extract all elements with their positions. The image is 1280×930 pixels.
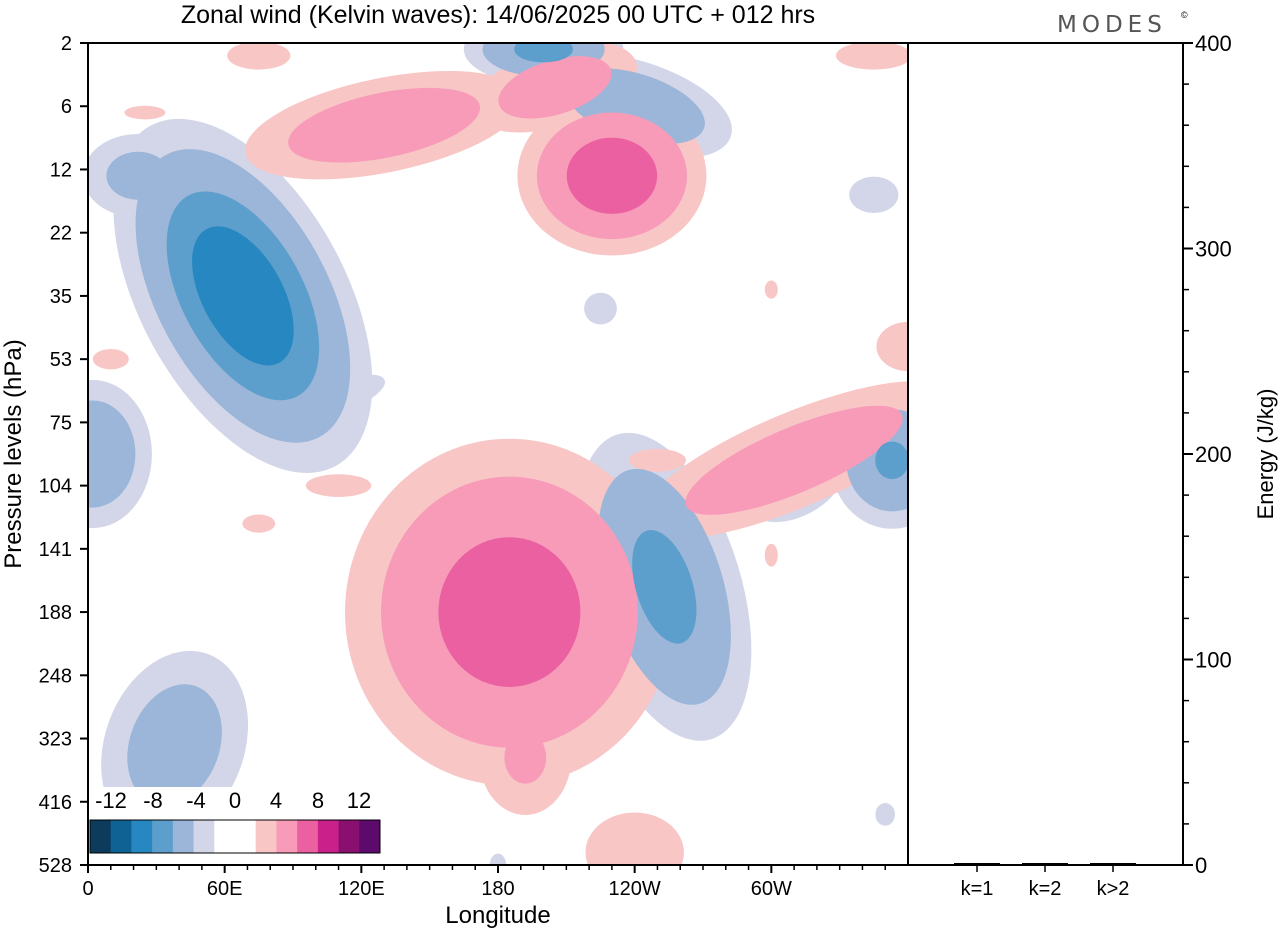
colorbar-label: -12: [95, 788, 127, 813]
wind-anomaly-contour: [764, 280, 778, 299]
wind-anomaly-contour: [92, 349, 129, 370]
y-tick-label: 75: [50, 412, 72, 434]
colorbar-frame: [89, 819, 381, 854]
wind-anomaly-contour: [835, 43, 908, 70]
energy-bar: [1022, 863, 1068, 865]
modes-logo: MODES: [1057, 12, 1167, 38]
x-tick-label: 60E: [207, 878, 243, 900]
colorbar-swatch: [235, 820, 257, 853]
wind-anomaly-contour: [124, 105, 166, 120]
colorbar-swatch: [110, 820, 132, 853]
y-tick-label: 188: [39, 602, 72, 624]
wind-anomaly-contour: [227, 43, 291, 70]
y-tick-label: 416: [39, 792, 72, 814]
wind-anomaly-contour: [632, 530, 697, 644]
chart-title: Zonal wind (Kelvin waves): 14/06/2025 00…: [181, 1, 815, 29]
y-tick-label: 22: [50, 223, 72, 245]
x-tick-label: 60W: [751, 878, 792, 900]
heatmap-area: [88, 43, 908, 865]
x-tick-label: 0: [82, 878, 93, 900]
colorbar-swatch: [317, 820, 339, 853]
colorbar-label: 0: [229, 788, 241, 813]
colorbar-swatch: [338, 820, 360, 853]
wind-anomaly-contour: [106, 151, 170, 200]
wind-anomaly-contour: [685, 405, 903, 515]
energy-y-tick-label: 200: [1195, 442, 1232, 467]
wind-anomaly-contour: [875, 803, 895, 826]
y-tick-label: 2: [61, 33, 72, 55]
energy-axis-label: Energy (J/kg): [1253, 389, 1278, 520]
energy-axes: 0 100 200 300 400 k=1 k=2 k>2: [908, 31, 1232, 900]
colorbar-legend: -12 -8 -4 0 4 8 12: [88, 787, 384, 859]
wind-anomaly-contour: [288, 87, 481, 163]
colorbar-label: 12: [347, 788, 371, 813]
y-tick-label: 53: [50, 349, 72, 371]
y-tick-label: 248: [39, 665, 72, 687]
energy-y-tick-label: 100: [1195, 648, 1232, 673]
modes-logo-mark: ©: [1181, 10, 1188, 20]
colorbar-label: 4: [270, 788, 282, 813]
colorbar-label: 8: [312, 788, 324, 813]
energy-category-label: k=2: [1029, 878, 1062, 900]
wind-anomaly-contour: [504, 731, 547, 784]
wind-anomaly-contour: [849, 176, 899, 213]
energy-category-label: k=1: [961, 878, 994, 900]
wind-anomaly-contour: [566, 137, 658, 214]
wind-anomaly-contour: [305, 474, 372, 497]
wind-anomaly-contour: [127, 684, 222, 806]
colorbar-swatch: [172, 820, 194, 853]
y-axis-label: Pressure levels (hPa): [0, 339, 27, 568]
colorbar-swatch: [90, 820, 112, 853]
wind-anomaly-contour: [514, 43, 573, 63]
wind-anomaly-contour: [585, 812, 684, 865]
colorbar-swatch: [214, 820, 236, 853]
wind-anomaly-contour: [192, 226, 294, 366]
x-tick-label: 180: [481, 878, 514, 900]
energy-y-tick-label: 0: [1195, 853, 1207, 878]
energy-bar: [1090, 863, 1136, 865]
colorbar-swatch: [276, 820, 298, 853]
wind-anomaly-contour: [438, 537, 581, 687]
energy-y-tick-label: 300: [1195, 237, 1232, 262]
y-tick-label: 6: [61, 96, 72, 118]
colorbar-swatch: [193, 820, 215, 853]
wind-anomaly-contour: [764, 543, 778, 567]
wind-anomaly-contour: [489, 853, 507, 865]
y-tick-label: 528: [39, 855, 72, 877]
x-tick-label: 120E: [338, 878, 385, 900]
colorbar-label: -4: [186, 788, 206, 813]
y-tick-label: 104: [39, 476, 72, 498]
y-tick-label: 141: [39, 539, 72, 561]
colorbar-swatch: [359, 820, 381, 853]
wind-anomaly-contour: [875, 441, 908, 480]
colorbar-label: -8: [143, 788, 163, 813]
energy-bar: [954, 863, 1000, 865]
colorbar-swatch: [152, 820, 174, 853]
y-tick-label: 35: [50, 286, 72, 308]
colorbar-swatch: [255, 820, 277, 853]
x-axis-label: Longitude: [445, 902, 550, 929]
energy-y-tick-label: 400: [1195, 31, 1232, 56]
x-tick-label: 120W: [609, 878, 661, 900]
colorbar-swatch: [131, 820, 153, 853]
energy-category-label: k>2: [1097, 878, 1130, 900]
wind-anomaly-contour: [584, 292, 617, 325]
wind-anomaly-contour: [242, 514, 276, 533]
wind-anomaly-contour: [876, 321, 908, 372]
y-tick-label: 323: [39, 729, 72, 751]
y-tick-label: 12: [50, 159, 72, 181]
wind-anomaly-contour: [88, 400, 136, 508]
colorbar-swatch: [297, 820, 319, 853]
wind-anomaly-contour: [498, 56, 612, 119]
wind-anomaly-contour: [628, 448, 687, 472]
